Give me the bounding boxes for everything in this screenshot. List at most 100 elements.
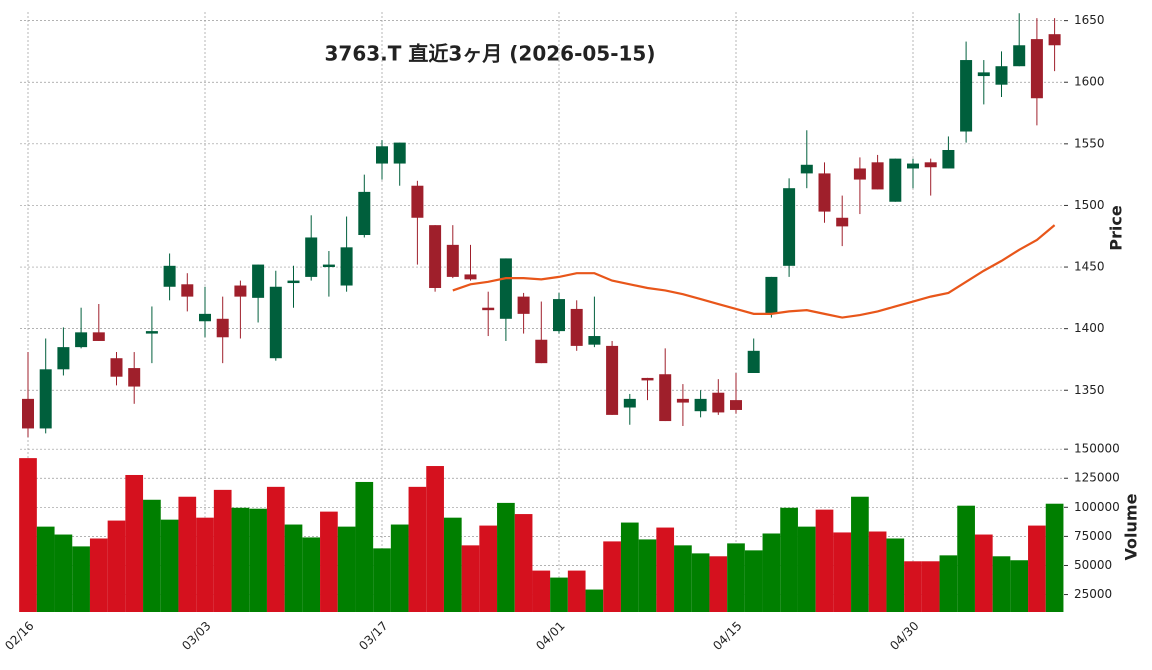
candle-body <box>606 345 619 415</box>
y-tick-label: 1550 <box>1074 136 1105 150</box>
volume-bar <box>762 533 781 612</box>
candle-body <box>907 163 919 169</box>
volume-bar <box>373 548 391 612</box>
candle-body <box>783 188 796 266</box>
y-tick-label: 1650 <box>1074 13 1105 27</box>
candle-body <box>553 299 565 332</box>
x-tick-label: 03/03 <box>179 619 213 653</box>
candle-body <box>995 66 1008 85</box>
candle-body <box>216 318 229 338</box>
candle-body <box>340 247 353 286</box>
y-tick-label: 50000 <box>1074 558 1112 572</box>
y-tick-label: 150000 <box>1074 442 1120 456</box>
candle-body <box>1048 34 1061 46</box>
candle-body <box>588 336 601 345</box>
volume-bar <box>638 539 657 612</box>
volume-bar <box>143 499 161 612</box>
candle-body <box>110 358 123 377</box>
candle-body <box>464 274 477 280</box>
candle-body <box>960 60 973 132</box>
volume-bar <box>497 502 515 612</box>
volume-bar <box>886 538 905 612</box>
volume-bar <box>461 545 480 612</box>
candle-body <box>730 400 742 410</box>
volume-bar <box>355 481 374 612</box>
volume-bar <box>1010 560 1029 612</box>
candle-body <box>145 331 158 334</box>
volume-bar <box>178 496 197 612</box>
x-tick-label: 04/30 <box>887 619 921 653</box>
y-tick-label: 1350 <box>1074 383 1105 397</box>
volume-bar <box>426 466 444 612</box>
volume-bar <box>532 570 551 612</box>
candle-body <box>641 377 654 381</box>
candle-body <box>570 308 583 346</box>
candle-body <box>128 368 141 387</box>
candle-body <box>446 244 459 277</box>
volume-bar <box>479 525 498 612</box>
volume-bar <box>107 520 126 612</box>
candle-body <box>800 164 813 174</box>
x-tick-label: 04/15 <box>710 619 744 653</box>
volume-bar <box>72 546 90 612</box>
candle-body <box>411 185 424 218</box>
chart-title: 3763.T 直近3ヶ月 (2026-05-15) <box>325 42 656 66</box>
candle-body <box>765 276 778 314</box>
candle-body <box>269 286 282 359</box>
volume-bar <box>868 531 887 612</box>
volume-axis-label: Volume <box>1122 493 1141 560</box>
volume-bar <box>89 538 108 612</box>
candle-body <box>305 237 318 277</box>
volume-bar <box>691 553 710 612</box>
volume-bar <box>1045 503 1064 612</box>
volume-bar <box>160 519 179 612</box>
volume-bar <box>266 486 285 612</box>
volume-bar <box>585 589 604 612</box>
volume-bar <box>302 537 321 612</box>
candle-body <box>623 398 636 408</box>
volume-bar <box>550 577 568 612</box>
candle-body <box>287 280 300 284</box>
candle-body <box>482 307 495 311</box>
y-tick-label: 1400 <box>1074 321 1105 335</box>
candle-body <box>712 392 725 413</box>
volume-bar <box>320 511 338 612</box>
volume-bar <box>408 486 427 612</box>
candle-body <box>676 398 689 403</box>
price-axis-label: Price <box>1107 205 1126 251</box>
candle-body <box>181 284 194 297</box>
x-tick-label: 04/01 <box>533 619 567 653</box>
volume-bar <box>709 556 728 612</box>
candle-body <box>694 398 707 412</box>
candle-body <box>234 285 247 297</box>
candle-body <box>853 168 866 180</box>
candle-body <box>92 332 105 341</box>
candle-body <box>977 72 990 77</box>
volume-bar <box>567 570 586 612</box>
volume-bar <box>833 532 852 612</box>
volume-bar <box>797 526 816 612</box>
volume-bar <box>19 458 37 612</box>
volume-bar <box>620 522 639 612</box>
y-tick-label: 1450 <box>1074 260 1105 274</box>
volume-bar <box>727 543 745 612</box>
volume-bar <box>603 541 621 612</box>
volume-bar <box>390 524 409 612</box>
volume-bar <box>514 514 533 612</box>
volume-bar <box>1028 525 1046 612</box>
volume-bar <box>904 561 922 612</box>
volume-bar <box>54 534 73 612</box>
volume-bar <box>443 517 462 612</box>
x-tick-label: 02/16 <box>2 619 36 653</box>
volume-bar <box>815 509 834 612</box>
candle-body <box>818 173 831 212</box>
volume-bar <box>974 534 993 612</box>
volume-bar <box>284 524 303 612</box>
y-tick-label: 75000 <box>1074 529 1112 543</box>
y-tick-label: 125000 <box>1074 471 1120 485</box>
candle-body <box>358 191 371 236</box>
moving-average-line <box>452 224 1056 319</box>
candle-body <box>659 374 672 422</box>
volume-bar <box>337 526 356 612</box>
